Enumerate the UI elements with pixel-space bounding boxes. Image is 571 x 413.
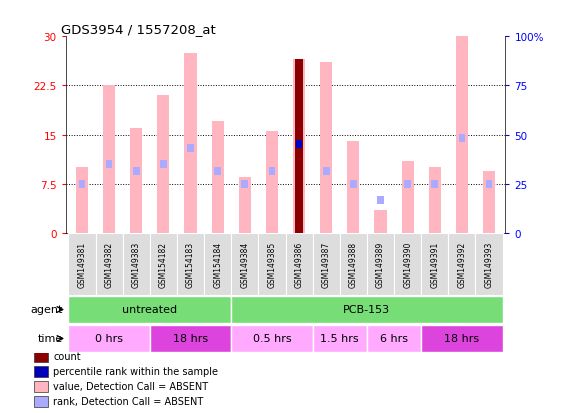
Text: agent: agent: [30, 305, 63, 315]
Bar: [187, 145, 194, 152]
Bar: [401, 161, 414, 233]
Bar: [394, 233, 421, 295]
Bar: [231, 297, 502, 323]
Bar: [268, 167, 275, 175]
Bar: [313, 233, 340, 295]
Text: GDS3954 / 1557208_at: GDS3954 / 1557208_at: [61, 23, 216, 36]
Text: GSM149382: GSM149382: [104, 241, 114, 287]
Text: GSM149391: GSM149391: [431, 241, 439, 287]
Bar: [130, 129, 142, 233]
Text: untreated: untreated: [122, 305, 178, 315]
Bar: [160, 161, 167, 169]
Bar: [421, 325, 502, 352]
Bar: [367, 325, 421, 352]
Text: PCB-153: PCB-153: [343, 305, 391, 315]
Text: 1.5 hrs: 1.5 hrs: [320, 334, 359, 344]
Bar: [95, 233, 123, 295]
Bar: [106, 161, 112, 169]
Bar: [242, 180, 248, 188]
Bar: [239, 178, 251, 233]
Text: 6 hrs: 6 hrs: [380, 334, 408, 344]
Bar: [286, 233, 313, 295]
Text: GSM149389: GSM149389: [376, 241, 385, 287]
Bar: [34, 396, 48, 407]
Bar: [459, 135, 465, 142]
Text: value, Detection Call = ABSENT: value, Detection Call = ABSENT: [54, 381, 208, 392]
Bar: [320, 63, 332, 233]
Bar: [69, 233, 95, 295]
Bar: [211, 122, 224, 233]
Bar: [266, 132, 278, 233]
Text: GSM149392: GSM149392: [457, 241, 467, 287]
Text: GSM149381: GSM149381: [78, 241, 86, 287]
Bar: [476, 233, 502, 295]
Bar: [448, 233, 476, 295]
Bar: [69, 297, 231, 323]
Text: time: time: [38, 334, 63, 344]
Bar: [69, 325, 150, 352]
Text: 18 hrs: 18 hrs: [173, 334, 208, 344]
Bar: [177, 233, 204, 295]
Text: GSM149384: GSM149384: [240, 241, 250, 287]
Bar: [296, 141, 303, 149]
Text: GSM154183: GSM154183: [186, 241, 195, 287]
Text: GSM149390: GSM149390: [403, 241, 412, 287]
Bar: [150, 325, 231, 352]
Bar: [123, 233, 150, 295]
Bar: [483, 171, 495, 233]
Text: 0.5 hrs: 0.5 hrs: [252, 334, 291, 344]
Text: rank, Detection Call = ABSENT: rank, Detection Call = ABSENT: [54, 396, 204, 406]
Bar: [76, 168, 88, 233]
Text: GSM149386: GSM149386: [295, 241, 304, 287]
Text: GSM149385: GSM149385: [267, 241, 276, 287]
Bar: [296, 141, 302, 149]
Bar: [34, 351, 48, 362]
Bar: [204, 233, 231, 295]
Bar: [103, 86, 115, 233]
Text: 0 hrs: 0 hrs: [95, 334, 123, 344]
Bar: [377, 197, 384, 204]
Bar: [133, 167, 140, 175]
Bar: [431, 180, 438, 188]
Bar: [404, 180, 411, 188]
Text: percentile rank within the sample: percentile rank within the sample: [54, 366, 218, 376]
Bar: [184, 54, 196, 233]
Text: GSM149383: GSM149383: [132, 241, 140, 287]
Bar: [258, 233, 286, 295]
Text: GSM149393: GSM149393: [485, 241, 493, 287]
Bar: [347, 142, 360, 233]
Text: count: count: [54, 351, 81, 361]
Bar: [313, 325, 367, 352]
Bar: [486, 180, 492, 188]
Bar: [214, 167, 221, 175]
Bar: [375, 211, 387, 233]
Text: GSM154182: GSM154182: [159, 241, 168, 287]
Bar: [293, 60, 305, 233]
Bar: [350, 180, 357, 188]
Bar: [295, 60, 303, 233]
Bar: [231, 233, 258, 295]
Bar: [231, 325, 313, 352]
Bar: [323, 167, 329, 175]
Bar: [79, 180, 85, 188]
Bar: [456, 37, 468, 233]
Bar: [421, 233, 448, 295]
Bar: [367, 233, 394, 295]
Bar: [157, 96, 170, 233]
Text: GSM149388: GSM149388: [349, 241, 358, 287]
Bar: [340, 233, 367, 295]
Bar: [150, 233, 177, 295]
Bar: [34, 367, 48, 377]
Text: GSM154184: GSM154184: [213, 241, 222, 287]
Text: GSM149387: GSM149387: [321, 241, 331, 287]
Bar: [429, 168, 441, 233]
Bar: [34, 382, 48, 392]
Text: 18 hrs: 18 hrs: [444, 334, 480, 344]
